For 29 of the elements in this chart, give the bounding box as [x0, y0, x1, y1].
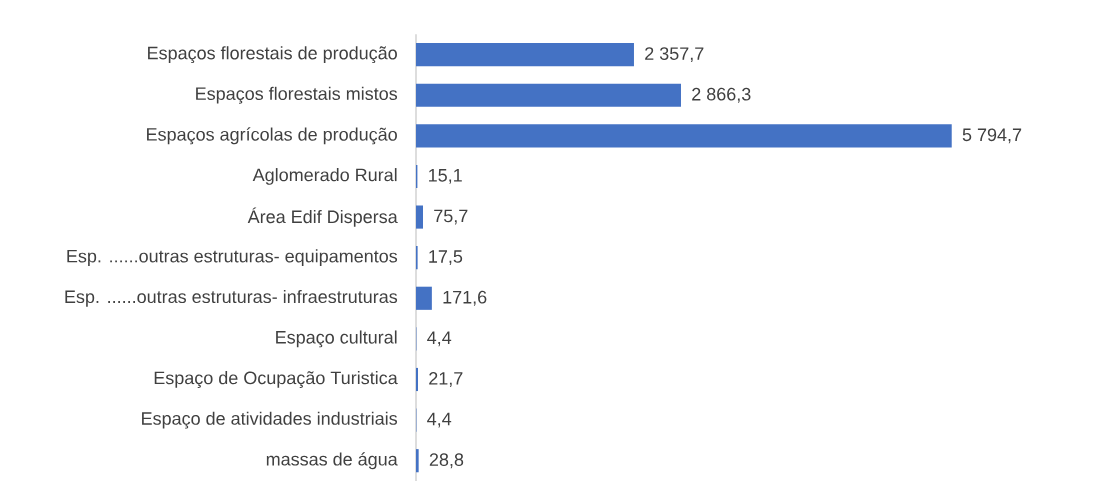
- data-label: 4,4: [427, 331, 452, 347]
- y-tick-label: Espaço de Ocupação Turistica: [154, 371, 398, 388]
- data-label: 4,4: [427, 412, 452, 428]
- bar: [416, 124, 952, 148]
- data-label: 28,8: [429, 453, 464, 469]
- y-tick-label: Espaço cultural: [276, 330, 397, 348]
- data-label: 2 866,3: [692, 87, 751, 103]
- y-tick-label: Espaços florestais mistos: [196, 86, 398, 104]
- y-tick-label: Esp. ......outras estruturas- infraestruturas: [65, 289, 398, 307]
- y-tick-label: Aglomerado Rural: [252, 168, 397, 185]
- y-tick-label: Espaço de atividades industriais: [142, 411, 398, 429]
- bar: [416, 449, 419, 473]
- data-label: 17,5: [429, 250, 463, 266]
- y-tick-label: Espaços agrícolas de produção: [147, 127, 397, 145]
- data-label: 15,1: [429, 169, 462, 184]
- y-tick-label: Área Edif Dispersa: [247, 207, 398, 227]
- data-label: 171,6: [443, 290, 487, 306]
- data-label: 2 357,7: [645, 47, 704, 63]
- bar: [416, 83, 681, 107]
- data-label: 75,7: [434, 209, 468, 225]
- data-label: 21,7: [429, 372, 463, 387]
- data-label: 5 794,7: [962, 128, 1022, 144]
- y-tick-label: Esp. ......outras estruturas- equipamentos: [67, 249, 398, 267]
- y-tick-label: Espaços florestais de produção: [148, 46, 397, 64]
- bar: [416, 43, 634, 67]
- bar: [416, 205, 423, 229]
- y-tick-label: massas de água: [266, 452, 398, 470]
- bar: [416, 286, 432, 310]
- bar: [416, 367, 419, 392]
